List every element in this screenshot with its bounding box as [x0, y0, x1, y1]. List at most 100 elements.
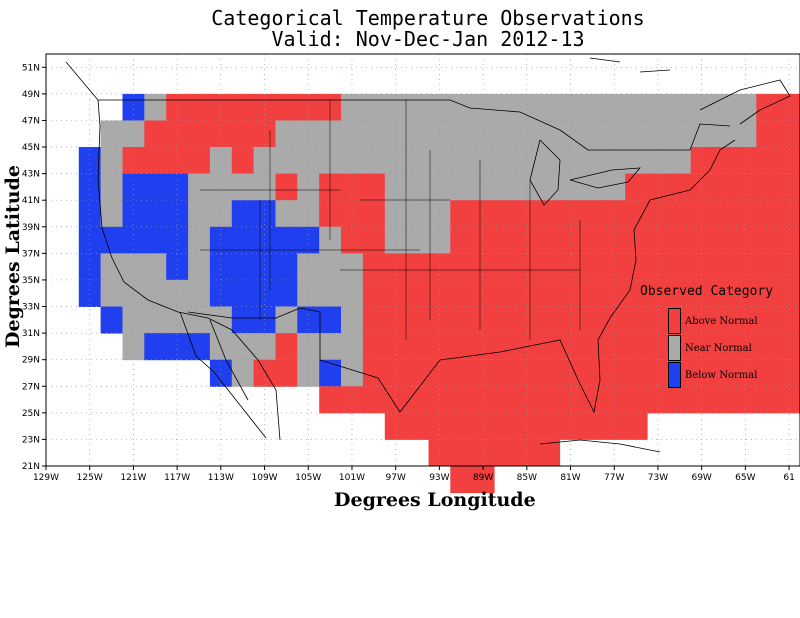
grid-cell	[756, 386, 779, 414]
grid-cell	[231, 279, 255, 307]
grid-cell	[668, 93, 692, 121]
grid-cell	[603, 412, 626, 440]
grid-cell	[362, 306, 386, 334]
grid-cell	[188, 120, 211, 148]
legend-item-near: Near Normal	[668, 335, 752, 361]
grid-cell	[362, 173, 386, 201]
grid-cell	[166, 333, 189, 361]
grid-cell	[144, 147, 167, 175]
grid-cell	[690, 279, 714, 307]
grid-cell	[384, 147, 408, 175]
grid-cell	[78, 200, 102, 228]
grid-cell	[450, 120, 473, 148]
grid-cell	[778, 253, 800, 281]
grid-cell	[253, 279, 276, 307]
grid-cell	[756, 279, 779, 307]
grid-cell	[275, 253, 298, 281]
grid-cell	[231, 147, 255, 175]
grid-cell	[384, 359, 408, 387]
grid-cell	[384, 333, 408, 361]
grid-cell	[625, 200, 648, 228]
grid-cell	[647, 147, 670, 175]
grid-cell	[734, 253, 757, 281]
grid-cell	[275, 93, 298, 121]
grid-cell	[734, 333, 757, 361]
grid-cell	[537, 386, 561, 414]
grid-cell	[537, 200, 561, 228]
grid-cell	[122, 226, 145, 254]
grid-cell	[275, 279, 298, 307]
grid-cell	[209, 226, 233, 254]
lat-tick-label: 41N	[22, 196, 40, 206]
grid-cell	[668, 200, 692, 228]
grid-cell	[756, 333, 779, 361]
grid-cell	[559, 173, 582, 201]
grid-cell	[144, 173, 167, 201]
grid-cell	[275, 333, 298, 361]
grid-cell	[428, 279, 451, 307]
grid-cell	[756, 253, 779, 281]
legend-title: Observed Category	[640, 284, 774, 299]
grid-cell	[362, 386, 386, 414]
grid-cell	[297, 333, 320, 361]
grid-cell	[253, 333, 276, 361]
lat-tick-label: 29N	[22, 356, 40, 366]
grid-cell	[734, 359, 757, 387]
grid-cell	[515, 279, 539, 307]
grid-cell	[494, 200, 517, 228]
lat-tick-label: 27N	[22, 382, 40, 392]
grid-cell	[625, 93, 648, 121]
grid-cell	[647, 173, 670, 201]
grid-cell	[122, 200, 145, 228]
grid-cell	[231, 253, 255, 281]
grid-cell	[231, 333, 255, 361]
grid-cell	[100, 226, 123, 254]
grid-cell	[494, 93, 517, 121]
grid-cell	[319, 120, 342, 148]
chart-title: Categorical Temperature Observations	[211, 6, 645, 30]
grid-cell	[581, 120, 604, 148]
grid-cell	[144, 306, 167, 334]
grid-cell	[100, 306, 123, 334]
legend-swatch-below	[668, 362, 681, 388]
grid-cell	[734, 147, 757, 175]
grid-cell	[712, 226, 735, 254]
legend-label-near: Near Normal	[685, 342, 752, 354]
lat-tick-label: 51N	[22, 63, 40, 73]
grid-cell	[297, 200, 320, 228]
lon-tick-label: 97W	[386, 473, 406, 483]
grid-cell	[319, 147, 342, 175]
lon-tick-label: 109W	[252, 473, 278, 483]
grid-cell	[756, 226, 779, 254]
legend-label-below: Below Normal	[685, 369, 758, 381]
grid-cell	[100, 253, 123, 281]
lat-tick-label: 25N	[22, 409, 40, 419]
grid-cell	[603, 226, 626, 254]
lon-tick-label: 129W	[33, 473, 59, 483]
grid-cell	[253, 173, 276, 201]
grid-cell	[209, 147, 233, 175]
grid-cell	[690, 253, 714, 281]
grid-cell	[712, 306, 735, 334]
grid-cell	[450, 147, 473, 175]
grid-cell	[472, 253, 495, 281]
grid-cell	[319, 279, 342, 307]
grid-cell	[209, 200, 233, 228]
grid-cell	[559, 279, 582, 307]
grid-cell	[668, 173, 692, 201]
grid-cell	[537, 279, 561, 307]
grid-cell	[319, 386, 342, 414]
lon-tick-label: 61	[783, 473, 794, 483]
grid-cell	[428, 412, 451, 440]
grid-cell	[712, 147, 735, 175]
grid-cell	[384, 226, 408, 254]
canada-border	[98, 99, 731, 151]
chart-subtitle: Valid: Nov-Dec-Jan 2012-13	[271, 27, 585, 51]
lon-tick-label: 65W	[735, 473, 755, 483]
state-borders	[200, 100, 581, 340]
grid-cell	[559, 359, 582, 387]
grid-cell	[625, 412, 648, 440]
grid-cell	[472, 279, 495, 307]
grid-cell	[603, 306, 626, 334]
